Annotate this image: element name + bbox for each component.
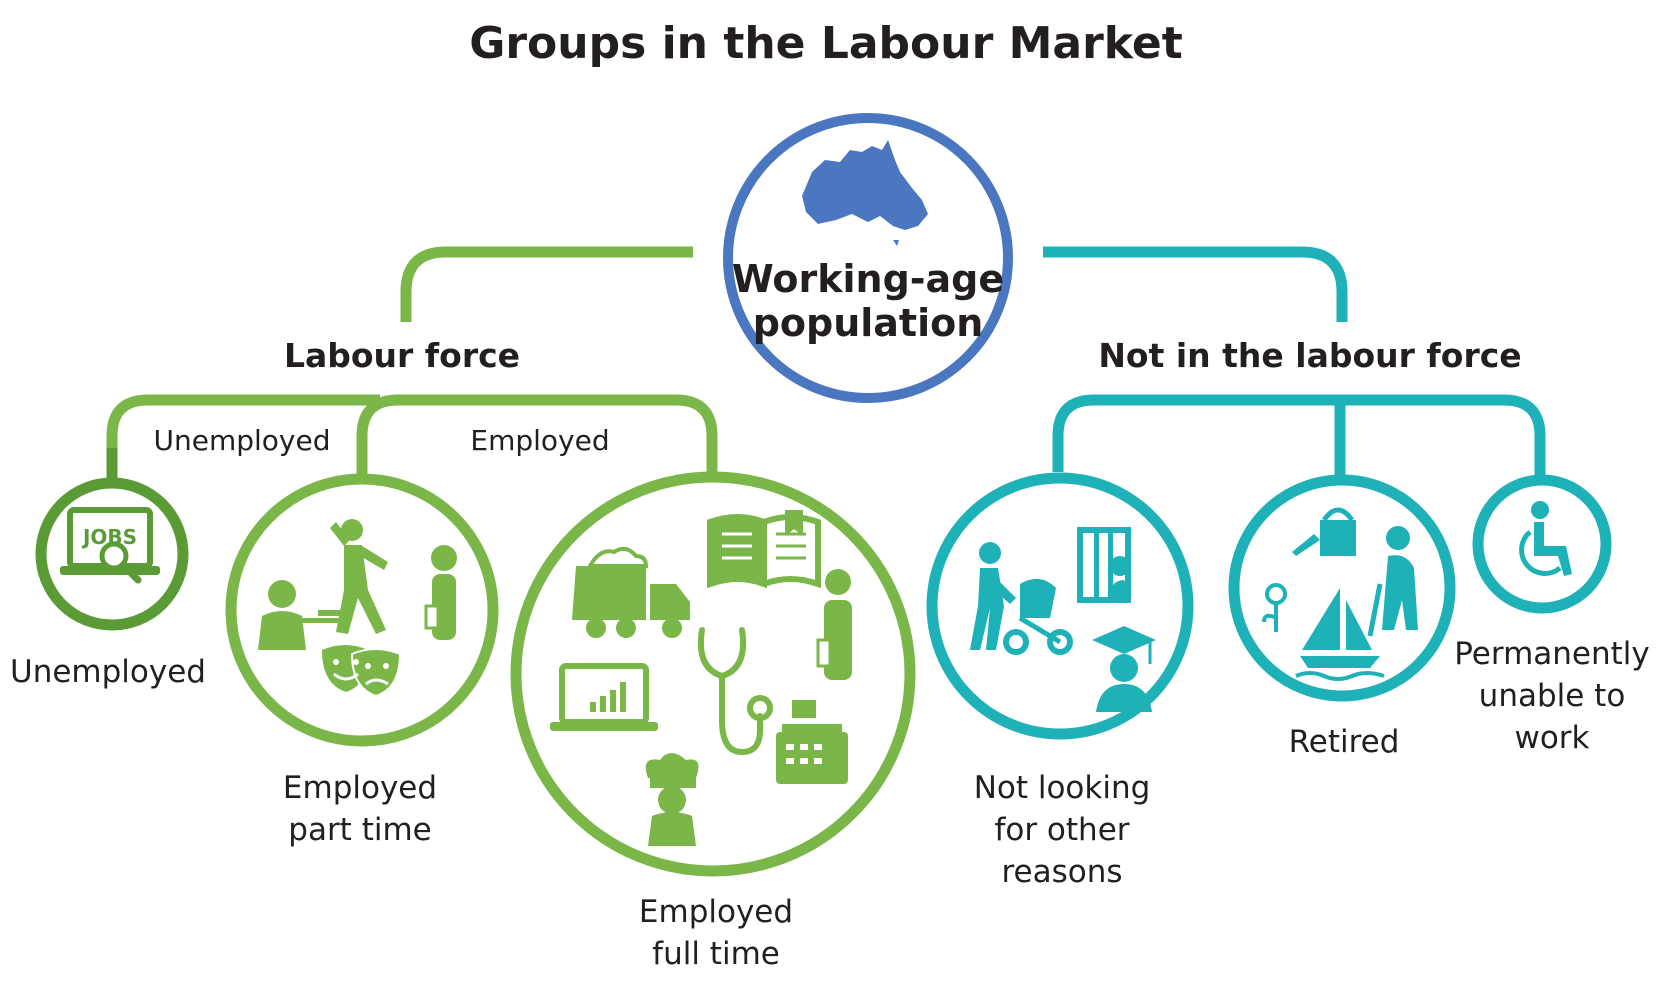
- parent-stroller-icon: [970, 542, 1073, 655]
- watering-can-icon: [1292, 507, 1356, 556]
- cash-register-icon: [776, 700, 848, 784]
- chef-icon: [645, 753, 699, 846]
- dump-truck-icon: [572, 546, 690, 638]
- part-time-caption-line2: part time: [288, 812, 431, 848]
- employed-part-time-node: [225, 473, 499, 747]
- flower-icon: [1262, 583, 1287, 632]
- unable-caption-line1: Permanently: [1454, 636, 1650, 672]
- labour-force-heading: Labour force: [284, 336, 520, 375]
- not-looking-caption-line2: for other: [994, 812, 1129, 848]
- sailboat-icon: [1295, 588, 1385, 681]
- branch-label-unemployed: Unemployed: [154, 424, 331, 457]
- branch-label-employed: Employed: [470, 424, 609, 457]
- part-time-caption-line1: Employed: [283, 770, 437, 806]
- labour-force-connectors: [106, 246, 718, 478]
- employed-full-time-node: [510, 471, 916, 877]
- unemployed-caption: Unemployed: [10, 654, 206, 690]
- full-time-caption-line2: full time: [652, 936, 780, 972]
- elderly-person-icon: [1367, 526, 1418, 637]
- australia-map-icon: [802, 140, 928, 230]
- laptop-chart-icon: [550, 663, 658, 731]
- working-age-population-node: Working-age population: [723, 113, 1013, 403]
- person-icon: [816, 569, 852, 680]
- not-in-labour-force-heading: Not in the labour force: [1098, 336, 1521, 375]
- not-looking-node: [926, 472, 1194, 740]
- root-label-line1: Working-age: [732, 257, 1004, 301]
- stethoscope-icon: [698, 627, 773, 756]
- theatre-masks-icon: [322, 645, 402, 698]
- tasmania-shape: [893, 240, 899, 246]
- unable-caption-line3: work: [1514, 720, 1589, 756]
- waiter-icon: [258, 580, 342, 650]
- open-book-icon: [707, 510, 821, 589]
- not-looking-caption-line3: reasons: [1001, 854, 1122, 890]
- root-label-line2: population: [753, 301, 984, 345]
- not-labour-connectors: [1043, 246, 1546, 478]
- diagram-title: Groups in the Labour Market: [469, 18, 1183, 69]
- jobs-search-laptop-icon: JOBS: [60, 507, 160, 584]
- prisoner-icon: [1077, 527, 1131, 603]
- retired-caption: Retired: [1289, 724, 1400, 760]
- wheelchair-icon: [1519, 501, 1572, 576]
- worker-icon: [424, 545, 457, 640]
- not-looking-caption-line1: Not looking: [974, 770, 1151, 806]
- graduate-icon: [1092, 626, 1156, 712]
- retired-node: [1228, 474, 1456, 702]
- full-time-caption-line1: Employed: [639, 894, 793, 930]
- dancer-icon: [330, 519, 388, 634]
- permanently-unable-node: [1472, 474, 1612, 614]
- unemployed-node: JOBS: [35, 477, 189, 631]
- unable-caption-line2: unable to: [1479, 678, 1626, 714]
